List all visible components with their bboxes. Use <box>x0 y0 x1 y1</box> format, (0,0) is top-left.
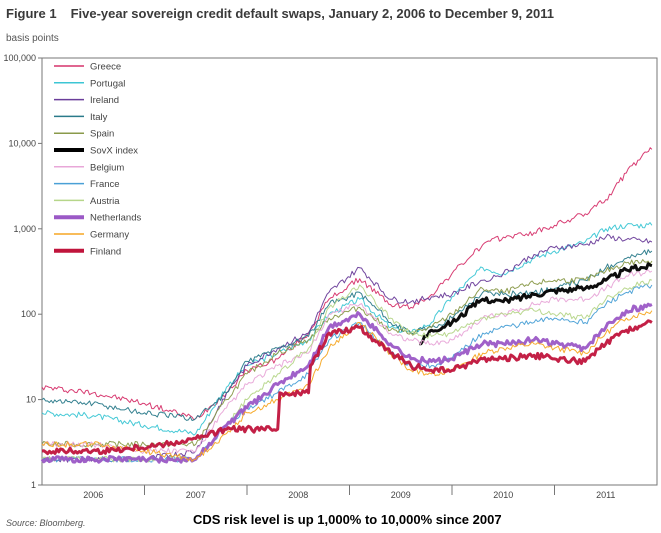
y-tick-label: 100,000 <box>3 53 36 63</box>
plot-frame <box>41 57 658 486</box>
annotation-note: CDS risk level is up 1,000% to 10,000% s… <box>193 512 502 527</box>
x-tick-label: 2007 <box>186 490 206 500</box>
figure-title: Figure 1 Five-year sovereign credit defau… <box>6 6 554 21</box>
x-tick-label: 2008 <box>288 490 308 500</box>
series-line-germany <box>41 310 653 462</box>
legend-label-italy: Italy <box>90 112 108 123</box>
series-line-belgium <box>41 269 653 454</box>
legend-label-greece: Greece <box>90 62 121 73</box>
chart-grid: 1 10 100 1,000 10,000 100,000 2006 2007 2008 2009… <box>3 53 658 500</box>
source-note: Source: Bloomberg. <box>6 518 86 528</box>
y-tick-label: 10,000 <box>8 138 36 148</box>
chart-series <box>40 147 653 464</box>
legend-label-belgium: Belgium <box>90 162 124 173</box>
legend-label-germany: Germany <box>90 230 129 241</box>
x-tick-label: 2010 <box>493 490 513 500</box>
y-tick-label: 1,000 <box>13 224 36 234</box>
series-line-netherlands <box>40 302 653 464</box>
series-line-ireland <box>41 233 653 463</box>
series-line-finland <box>41 319 653 456</box>
series-line-france <box>41 283 653 463</box>
legend-label-netherlands: Netherlands <box>90 213 141 224</box>
series-line-portugal <box>41 222 653 436</box>
legend-label-ireland: Ireland <box>90 95 119 106</box>
series-line-sovx-index <box>419 262 653 346</box>
legend-label-sovx-index: SovX index <box>90 146 138 157</box>
series-line-spain <box>41 259 653 448</box>
x-tick-label: 2006 <box>83 490 103 500</box>
legend-label-finland: Finland <box>90 246 121 257</box>
x-tick-label: 2009 <box>391 490 411 500</box>
legend-label-portugal: Portugal <box>90 78 125 89</box>
legend-label-spain: Spain <box>90 129 114 140</box>
y-axis-unit-label: basis points <box>6 33 59 44</box>
x-tick-label: 2011 <box>596 490 615 500</box>
legend-label-austria: Austria <box>90 196 120 207</box>
y-tick-label: 1 <box>31 480 36 490</box>
legend-label-france: France <box>90 179 120 190</box>
chart-legend: Greece Portugal Ireland Italy Spain SovX inde… <box>54 62 141 257</box>
figure-title-text: Five-year sovereign credit default swaps… <box>70 6 554 21</box>
figure-number: Figure 1 <box>6 6 57 21</box>
y-tick-label: 100 <box>21 309 36 319</box>
series-line-greece <box>41 147 653 421</box>
y-tick-label: 10 <box>26 395 36 405</box>
